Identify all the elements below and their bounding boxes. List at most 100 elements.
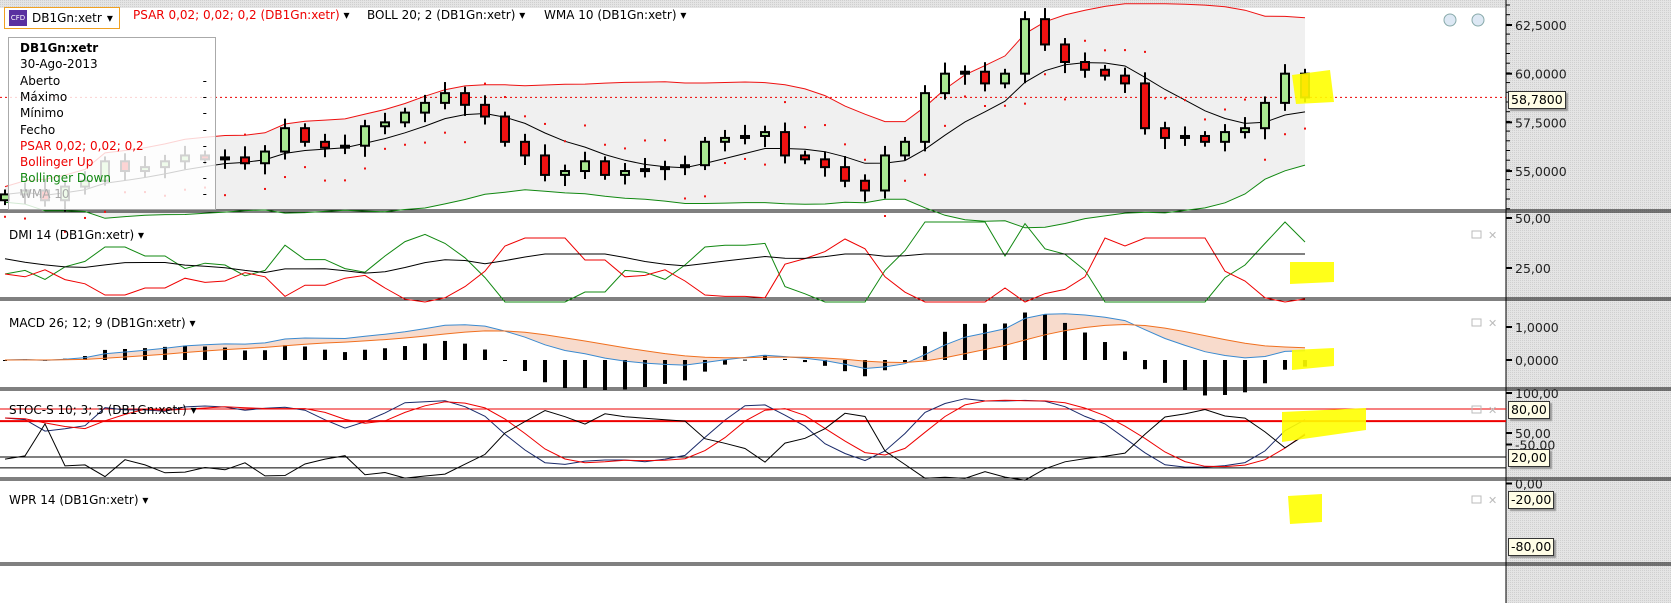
- psar-dot: [1144, 50, 1146, 53]
- psar-dot: [544, 122, 546, 125]
- candle-body: [400, 111, 410, 124]
- legend-row-label: Mínimo: [20, 106, 64, 121]
- chevron-down-icon: ▾: [106, 11, 113, 25]
- psar-dot: [364, 167, 366, 170]
- candle-body: [300, 127, 310, 143]
- psar-dot: [344, 179, 346, 182]
- macd-histogram-bar: [783, 358, 787, 360]
- wpr-line: [4, 408, 1306, 481]
- macd-histogram-bar: [523, 360, 527, 371]
- macd-histogram-bar: [883, 360, 887, 371]
- candle-body: [760, 131, 770, 137]
- candle-body: [980, 70, 990, 85]
- macd-histogram-bar: [1263, 360, 1267, 384]
- legend-row-value: -: [202, 187, 207, 202]
- psar-dot: [1044, 73, 1046, 76]
- candle-body: [1060, 43, 1070, 63]
- stoc-label: STOC-S 10; 3; 3 (DB1Gn:xetr): [9, 403, 187, 417]
- macd-histogram-bar: [1003, 323, 1007, 360]
- symbol-label: DB1Gn:xetr: [32, 11, 102, 25]
- macd-histogram-bar: [603, 360, 607, 391]
- candle-body: [520, 140, 530, 157]
- macd-histogram-bar: [1123, 351, 1127, 360]
- candle-body: [820, 158, 830, 169]
- psar-indicator-menu[interactable]: PSAR 0,02; 0,02; 0,2 (DB1Gn:xetr) ▾: [133, 8, 350, 22]
- candle-body: [560, 170, 570, 176]
- macd-histogram-bar: [503, 360, 507, 361]
- macd-histogram-bar: [283, 345, 287, 360]
- legend-row-label: Bollinger Up: [20, 154, 94, 169]
- close-icon: ✕: [1488, 317, 1497, 330]
- macd-histogram-bar: [683, 360, 687, 381]
- psar-dot: [644, 139, 646, 142]
- boll-label: BOLL 20; 2 (DB1Gn:xetr): [367, 8, 516, 22]
- boll-indicator-menu[interactable]: BOLL 20; 2 (DB1Gn:xetr) ▾: [367, 8, 525, 22]
- psar-dot: [964, 95, 966, 98]
- macd-histogram-bar: [103, 349, 107, 360]
- psar-dot: [1184, 99, 1186, 102]
- psar-dot: [884, 215, 886, 218]
- candle-body: [1080, 60, 1090, 71]
- highlight-marker: [1290, 262, 1334, 284]
- candle-body: [1020, 18, 1030, 75]
- legend-row-label: Bollinger Down: [20, 171, 111, 186]
- macd-histogram-bar: [243, 350, 247, 360]
- restore-icon: [1471, 230, 1482, 239]
- legend-row: Bollinger Down -: [20, 170, 215, 186]
- candle-body: [860, 179, 870, 192]
- stoc-high-level-tag: 80,00: [1508, 401, 1550, 419]
- psar-dot: [444, 131, 446, 134]
- bollinger-up-line: [4, 3, 1306, 188]
- chevron-down-icon: ▾: [343, 8, 350, 22]
- psar-dot: [1024, 102, 1026, 105]
- axis-tick-label: 1,0000: [1515, 320, 1559, 335]
- psar-dot: [924, 173, 926, 176]
- psar-dot: [1204, 118, 1206, 121]
- candle-body: [620, 170, 630, 176]
- macd-panel-menu[interactable]: MACD 26; 12; 9 (DB1Gn:xetr) ▾: [9, 316, 196, 330]
- candle-body: [360, 125, 370, 147]
- psar-dot: [604, 143, 606, 146]
- candle-body: [580, 160, 590, 173]
- macd-signal-line: [4, 323, 1306, 364]
- symbol-selector[interactable]: CFD DB1Gn:xetr ▾: [4, 7, 120, 29]
- macd-histogram-bar: [1063, 322, 1067, 360]
- wma-indicator-menu[interactable]: WMA 10 (DB1Gn:xetr) ▾: [544, 8, 686, 22]
- candle-body: [1240, 127, 1250, 134]
- macd-histogram-bar: [763, 355, 767, 360]
- macd-histogram-bar: [903, 360, 907, 363]
- legend-row: Mínimo -: [20, 105, 215, 121]
- psar-dot: [244, 133, 246, 136]
- macd-histogram-bar: [463, 343, 467, 360]
- cfd-icon: CFD: [9, 10, 27, 26]
- macd-histogram-bar: [723, 360, 727, 365]
- dmi-label: DMI 14 (DB1Gn:xetr): [9, 228, 135, 242]
- legend-row-value: -: [202, 74, 207, 88]
- candle-body: [1000, 72, 1010, 85]
- candle-body: [1280, 72, 1290, 104]
- stoc-panel-menu[interactable]: STOC-S 10; 3; 3 (DB1Gn:xetr) ▾: [9, 403, 197, 417]
- close-icon: ✕: [1488, 494, 1497, 507]
- legend-row: WMA 10 -: [20, 186, 215, 202]
- psar-dot: [4, 215, 6, 218]
- macd-histogram-bar: [643, 360, 647, 388]
- psar-dot: [1284, 133, 1286, 136]
- candle-body: [500, 115, 510, 143]
- highlight-marker: [1292, 348, 1334, 370]
- psar-dot: [524, 115, 526, 118]
- macd-histogram-bar: [323, 349, 327, 360]
- candle-body: [1040, 18, 1050, 46]
- psar-dot: [484, 82, 486, 85]
- wpr-panel-menu[interactable]: WPR 14 (DB1Gn:xetr) ▾: [9, 493, 149, 507]
- psar-dot: [1164, 97, 1166, 100]
- macd-histogram-bar: [303, 346, 307, 360]
- macd-histogram-bar: [1083, 332, 1087, 360]
- macd-histogram-bar: [1143, 360, 1147, 370]
- macd-histogram-bar: [623, 360, 627, 390]
- macd-histogram-bar: [1223, 360, 1227, 395]
- macd-histogram-bar: [143, 348, 147, 360]
- psar-dot: [784, 101, 786, 104]
- dmi-panel-menu[interactable]: DMI 14 (DB1Gn:xetr) ▾: [9, 228, 145, 242]
- candle-body: [480, 103, 490, 118]
